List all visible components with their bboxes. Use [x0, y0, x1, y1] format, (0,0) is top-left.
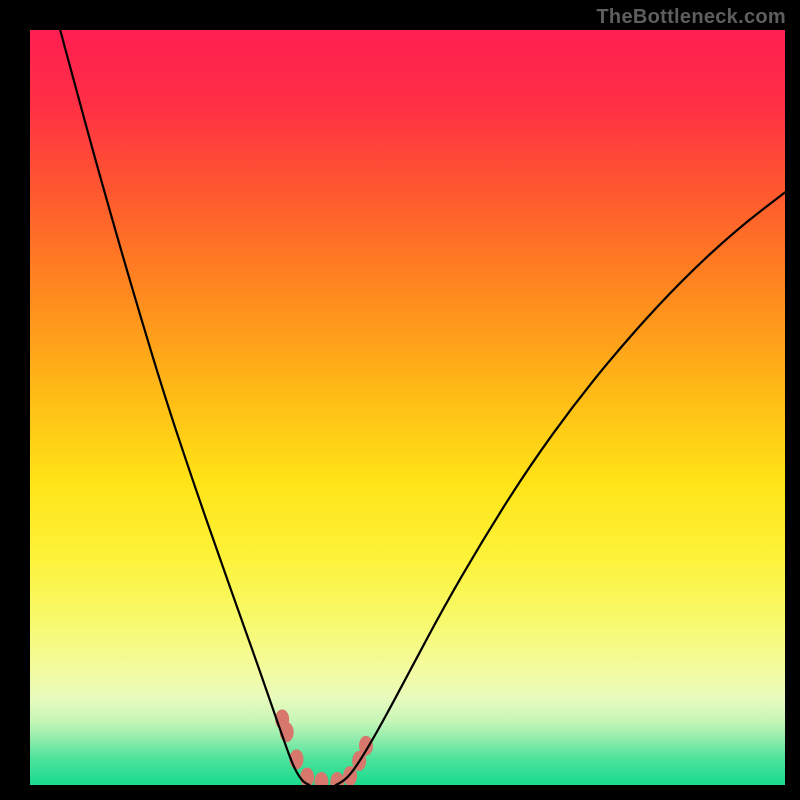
watermark-text: TheBottleneck.com [596, 6, 786, 29]
curve-left [60, 30, 309, 785]
marker-point [314, 772, 328, 785]
marker-point [300, 767, 314, 785]
chart-svg [30, 30, 785, 785]
marker-point [330, 772, 344, 785]
plot-area [30, 30, 785, 785]
curve-right [336, 192, 785, 785]
plot-frame [0, 0, 800, 800]
